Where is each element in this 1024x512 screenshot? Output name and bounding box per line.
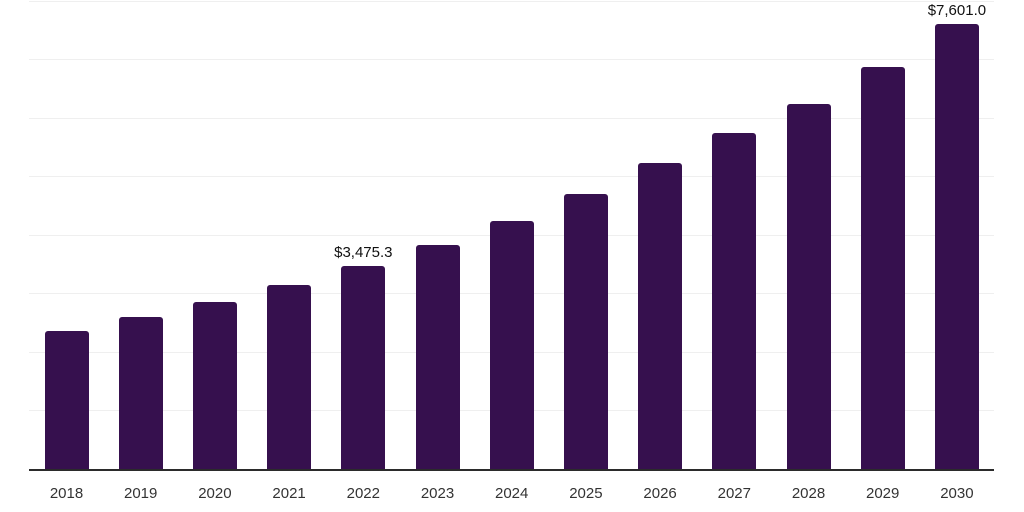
plot-area: $3,475.3 $7,601.0 <box>29 0 994 469</box>
bar-2023 <box>415 245 460 469</box>
bar-2020 <box>192 302 237 469</box>
bar-2025 <box>563 194 608 469</box>
x-tick-label-2023: 2023 <box>420 485 455 502</box>
bar-2028 <box>786 104 831 469</box>
x-tick-label-2027: 2027 <box>717 485 751 502</box>
gridline-6000 <box>29 117 994 119</box>
x-tick-label-2024: 2024 <box>495 485 529 502</box>
x-tick-label-2029: 2029 <box>866 485 900 502</box>
bar-2027 <box>712 133 757 469</box>
x-tick-label-2030: 2030 <box>940 485 974 502</box>
x-tick-label-2028: 2028 <box>791 485 826 502</box>
gridline-7000 <box>29 59 994 60</box>
bar-2019 <box>118 316 163 469</box>
x-tick-label-2026: 2026 <box>643 485 677 502</box>
bar-2026 <box>638 163 683 469</box>
x-tick-label-2020: 2020 <box>198 485 232 502</box>
bar-2029 <box>860 67 905 469</box>
gridline-5000 <box>29 176 994 177</box>
bar-2018 <box>44 330 89 469</box>
x-tick-label-2025: 2025 <box>569 485 603 502</box>
data-label-2022: $3,475.3 <box>334 243 393 261</box>
data-label-2030: $7,601.0 <box>927 2 987 20</box>
bar-2030 <box>934 24 979 469</box>
bar-2022 <box>341 265 386 469</box>
bar-2021 <box>267 285 312 469</box>
x-tick-label-2022: 2022 <box>346 485 380 502</box>
x-tick-label-2018: 2018 <box>49 485 84 502</box>
x-tick-label-2021: 2021 <box>272 485 306 502</box>
gridline-8000 <box>29 0 994 2</box>
bar-2024 <box>489 220 534 469</box>
x-axis-line <box>29 469 994 471</box>
x-tick-label-2019: 2019 <box>124 485 158 502</box>
